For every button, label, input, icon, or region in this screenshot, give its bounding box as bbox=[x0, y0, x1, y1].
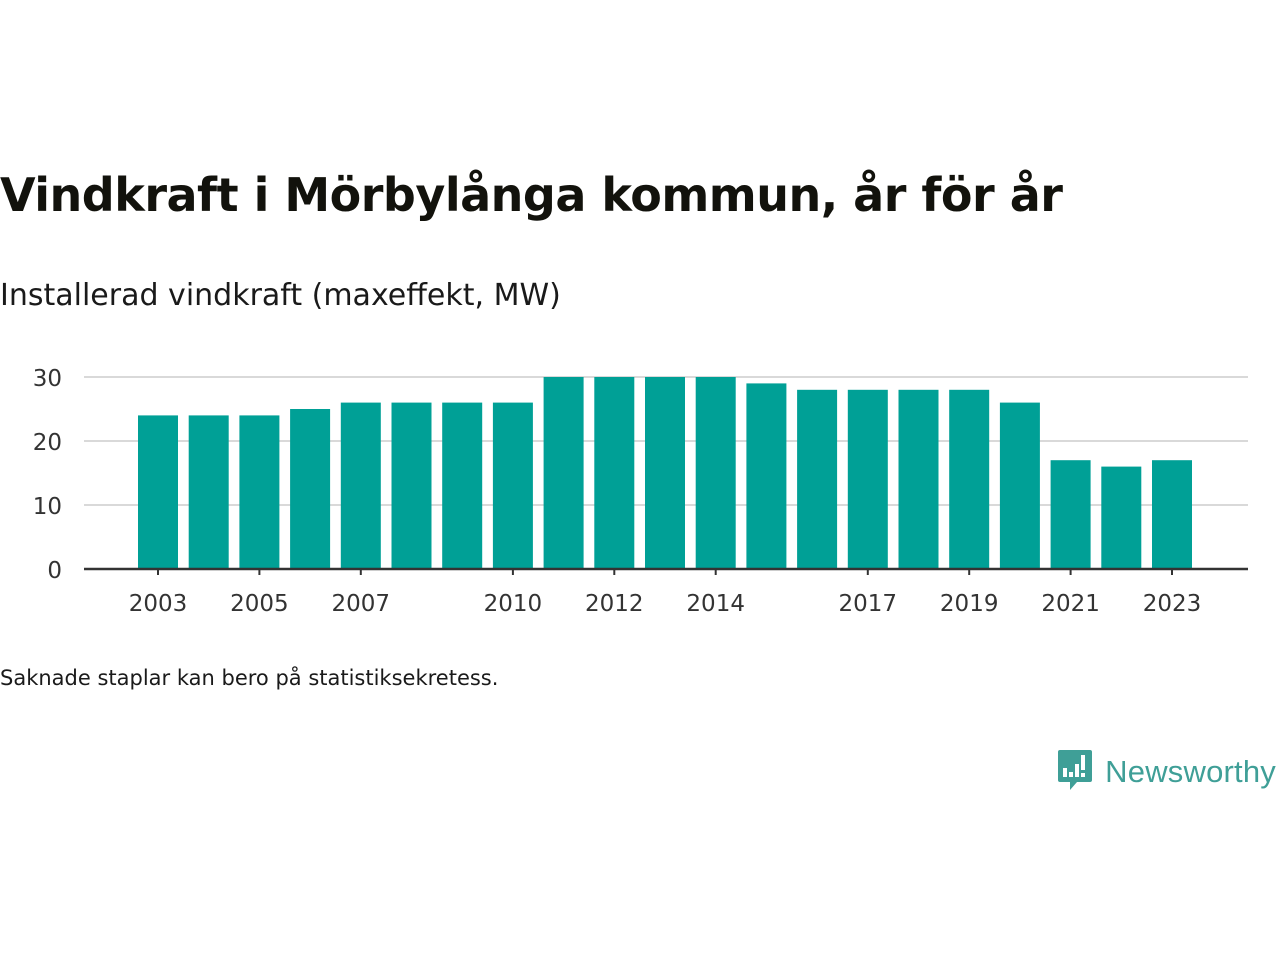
bars bbox=[138, 377, 1192, 569]
x-tick-label: 2003 bbox=[129, 591, 188, 617]
x-tick-label: 2019 bbox=[940, 591, 999, 617]
bar bbox=[949, 389, 990, 569]
x-tick-label: 2017 bbox=[839, 591, 898, 617]
x-tick-label: 2007 bbox=[332, 591, 391, 617]
bar bbox=[594, 377, 635, 569]
bar bbox=[1050, 460, 1091, 569]
bar bbox=[543, 377, 584, 569]
logo-text: Newsworthy bbox=[1105, 754, 1276, 789]
x-tick-label: 2014 bbox=[686, 591, 745, 617]
bar bbox=[138, 415, 178, 569]
bar bbox=[797, 389, 838, 569]
bar bbox=[340, 402, 381, 569]
x-tick-label: 2005 bbox=[230, 591, 289, 617]
bar bbox=[645, 377, 685, 569]
y-tick-label: 0 bbox=[47, 558, 62, 584]
bar bbox=[492, 402, 533, 569]
y-tick-label: 20 bbox=[33, 430, 62, 456]
x-tick-label: 2021 bbox=[1041, 591, 1100, 617]
bar bbox=[746, 383, 787, 569]
bar bbox=[1101, 466, 1142, 569]
bar bbox=[188, 415, 229, 569]
bar bbox=[999, 402, 1040, 569]
bar bbox=[695, 377, 736, 569]
footnote: Saknade staplar kan bero på statistiksek… bbox=[0, 666, 499, 690]
bar-chart: 0 10 20 30 2003 2005 2007 2010 2012 2014 2017 2019 2… bbox=[33, 366, 1248, 617]
bar bbox=[239, 415, 280, 569]
bar bbox=[898, 389, 939, 569]
y-tick-label: 30 bbox=[33, 366, 62, 392]
bar bbox=[1152, 460, 1192, 569]
bar-chart-speech-bubble-icon bbox=[1057, 748, 1093, 796]
bar bbox=[391, 402, 432, 569]
x-tick-label: 2010 bbox=[484, 591, 543, 617]
bar bbox=[290, 409, 331, 569]
chart-title: Vindkraft i Mörbylånga kommun, år för år bbox=[0, 168, 1063, 222]
x-tick-label: 2023 bbox=[1143, 591, 1202, 617]
y-tick-label: 10 bbox=[33, 494, 62, 520]
newsworthy-logo[interactable]: Newsworthy bbox=[1057, 748, 1276, 796]
axes: 0 10 20 30 2003 2005 2007 2010 2012 2014 2017 2019 2… bbox=[33, 366, 1248, 617]
bar bbox=[847, 389, 888, 569]
chart-subtitle: Installerad vindkraft (maxeffekt, MW) bbox=[0, 278, 561, 313]
bar bbox=[442, 402, 483, 569]
x-tick-label: 2012 bbox=[585, 591, 644, 617]
